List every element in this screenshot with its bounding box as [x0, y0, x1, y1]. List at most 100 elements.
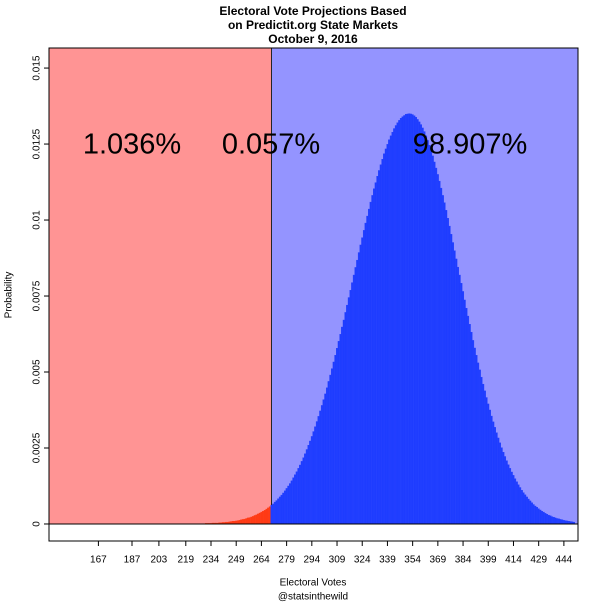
x-tick-label: 187 — [124, 555, 141, 566]
bar — [247, 517, 249, 525]
bar — [530, 502, 533, 525]
bar — [421, 127, 424, 525]
y-tick-label: 0.0025 — [32, 432, 43, 463]
bar — [557, 518, 560, 525]
bar — [539, 509, 542, 525]
bar — [435, 167, 438, 525]
bar — [468, 324, 471, 525]
bar — [241, 519, 244, 525]
bar — [383, 153, 386, 525]
bar — [551, 516, 554, 525]
x-tick-label: 234 — [203, 555, 220, 566]
bar — [267, 507, 270, 525]
bar — [331, 368, 333, 525]
bar — [401, 116, 404, 525]
x-axis-label: Electoral Votes — [280, 578, 347, 589]
bar — [349, 290, 352, 525]
bar — [263, 510, 266, 525]
bar — [462, 291, 465, 525]
y-tick-label: 0.0075 — [32, 280, 43, 311]
bar — [346, 304, 349, 525]
bar — [514, 478, 517, 525]
bar — [556, 518, 559, 525]
bar — [527, 498, 530, 525]
x-tick-label: 369 — [430, 555, 447, 566]
bar — [457, 266, 459, 525]
bar — [386, 144, 389, 525]
bar — [285, 488, 288, 525]
bar — [378, 170, 380, 525]
bar — [307, 445, 310, 525]
x-tick-label: 249 — [228, 555, 245, 566]
x-tick-label: 279 — [278, 555, 295, 566]
bar — [302, 457, 305, 525]
bar — [312, 431, 315, 525]
bar — [391, 131, 394, 525]
bar — [475, 355, 478, 525]
bar — [430, 150, 433, 525]
bar — [275, 500, 278, 525]
bar — [467, 315, 470, 525]
bar — [322, 399, 325, 525]
bar — [250, 516, 253, 525]
bar — [404, 114, 407, 525]
bar — [420, 124, 423, 525]
bar — [483, 390, 486, 525]
bar — [455, 258, 458, 525]
bar — [304, 453, 307, 525]
bar — [490, 415, 493, 525]
x-tick-label: 219 — [177, 555, 194, 566]
bar — [364, 222, 367, 525]
bar — [324, 393, 327, 525]
bar — [452, 242, 454, 525]
bar — [332, 361, 335, 525]
bar — [376, 176, 379, 525]
bar — [458, 274, 461, 525]
bar — [499, 442, 501, 525]
bar — [507, 464, 510, 525]
bar — [549, 515, 552, 525]
bar — [255, 514, 258, 525]
bar — [445, 210, 448, 525]
bar — [337, 341, 340, 525]
bar — [388, 139, 391, 525]
bar — [262, 511, 265, 525]
bar — [399, 118, 402, 525]
bar — [494, 427, 496, 525]
y-tick-label: 0.015 — [32, 55, 43, 80]
x-tick-label: 324 — [354, 555, 371, 566]
bar — [260, 511, 263, 525]
y-tick-label: 0 — [32, 521, 43, 527]
x-tick-label: 384 — [455, 555, 472, 566]
bar — [325, 387, 328, 525]
bar — [243, 518, 246, 525]
bar — [329, 374, 332, 525]
tie-label: 0.057% — [222, 129, 320, 161]
bar — [465, 307, 468, 525]
bar — [438, 180, 441, 525]
bar — [258, 512, 261, 525]
bar — [488, 409, 491, 525]
bar — [359, 244, 362, 525]
chart-title: on Predictit.org State Markets — [228, 18, 398, 32]
bar — [532, 504, 535, 525]
bar — [327, 381, 330, 525]
bar — [310, 436, 313, 525]
region — [49, 48, 272, 524]
bar — [431, 155, 434, 525]
bar — [290, 480, 293, 525]
x-tick-label: 264 — [253, 555, 270, 566]
bar — [384, 148, 387, 525]
bar — [502, 452, 505, 525]
bar — [309, 440, 312, 525]
bar — [341, 326, 344, 525]
bar — [347, 297, 350, 525]
bar — [522, 492, 525, 525]
bar — [344, 312, 347, 525]
bar — [524, 494, 527, 525]
bar — [253, 515, 256, 525]
bar — [371, 195, 374, 525]
bar — [482, 383, 485, 525]
bar — [236, 520, 239, 525]
bar — [546, 514, 549, 525]
